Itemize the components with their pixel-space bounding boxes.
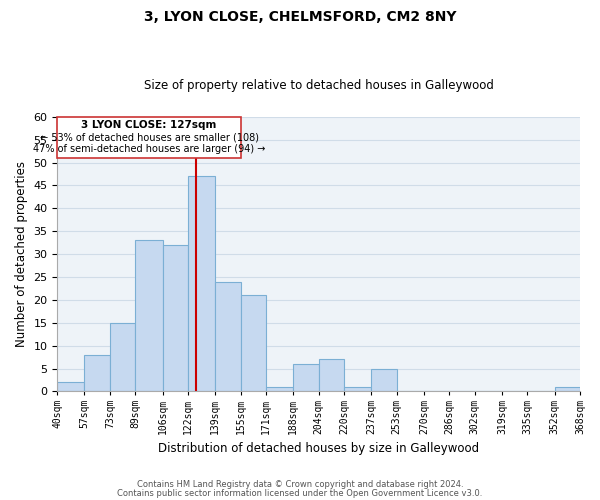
Bar	[293, 364, 319, 392]
Bar	[58, 117, 241, 158]
Bar	[110, 323, 136, 392]
Text: ← 53% of detached houses are smaller (108): ← 53% of detached houses are smaller (10…	[40, 132, 259, 142]
Bar	[266, 387, 293, 392]
Bar	[344, 387, 371, 392]
Bar	[371, 368, 397, 392]
X-axis label: Distribution of detached houses by size in Galleywood: Distribution of detached houses by size …	[158, 442, 479, 455]
Bar	[163, 245, 188, 392]
Bar	[241, 296, 266, 392]
Title: Size of property relative to detached houses in Galleywood: Size of property relative to detached ho…	[144, 79, 494, 92]
Text: 3, LYON CLOSE, CHELMSFORD, CM2 8NY: 3, LYON CLOSE, CHELMSFORD, CM2 8NY	[144, 10, 456, 24]
Text: 47% of semi-detached houses are larger (94) →: 47% of semi-detached houses are larger (…	[33, 144, 265, 154]
Y-axis label: Number of detached properties: Number of detached properties	[15, 161, 28, 347]
Bar	[554, 387, 580, 392]
Bar	[215, 282, 241, 392]
Bar	[136, 240, 163, 392]
Bar	[58, 382, 85, 392]
Text: Contains public sector information licensed under the Open Government Licence v3: Contains public sector information licen…	[118, 488, 482, 498]
Text: Contains HM Land Registry data © Crown copyright and database right 2024.: Contains HM Land Registry data © Crown c…	[137, 480, 463, 489]
Text: 3 LYON CLOSE: 127sqm: 3 LYON CLOSE: 127sqm	[82, 120, 217, 130]
Bar	[188, 176, 215, 392]
Bar	[319, 360, 344, 392]
Bar	[85, 355, 110, 392]
